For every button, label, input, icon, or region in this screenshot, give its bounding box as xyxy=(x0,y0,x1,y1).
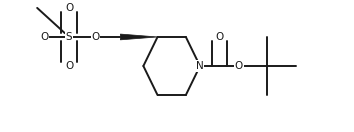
Text: O: O xyxy=(40,32,48,42)
Text: O: O xyxy=(91,32,100,42)
Text: N: N xyxy=(196,61,204,71)
Text: O: O xyxy=(65,3,73,13)
Polygon shape xyxy=(120,34,158,40)
Text: S: S xyxy=(66,32,72,42)
Text: O: O xyxy=(235,61,243,71)
Text: O: O xyxy=(65,61,73,71)
Text: O: O xyxy=(215,32,224,42)
